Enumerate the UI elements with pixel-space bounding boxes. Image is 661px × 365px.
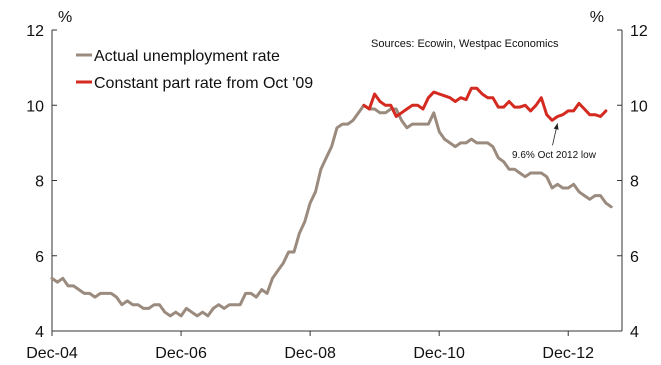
y-tick-label-left: 8: [35, 174, 44, 191]
legend-label-constant: Constant part rate from Oct '09: [94, 75, 313, 92]
legend-label-actual: Actual unemployment rate: [94, 48, 280, 65]
y-tick-label-left: 4: [35, 324, 44, 341]
y-tick-label-left: 6: [35, 249, 44, 266]
x-tick-label: Dec-10: [413, 345, 465, 362]
x-tick-label: Dec-04: [26, 345, 78, 362]
series-lines: [50, 86, 613, 318]
y-tick-label-right: 12: [630, 23, 648, 40]
x-ticks: Dec-04 Dec-06 Dec-08 Dec-10 Dec-12: [26, 331, 594, 362]
x-tick-label: Dec-12: [542, 345, 594, 362]
y-tick-label-right: 8: [630, 174, 639, 191]
source-note: Sources: Ecowin, Westpac Economics: [371, 38, 559, 50]
y-tick-label-right: 4: [630, 324, 639, 341]
y-ticks: 4 4 6 6 8 8 10 10 12 12: [26, 23, 648, 341]
annotation-text: 9.6% Oct 2012 low: [512, 150, 597, 161]
y-tick-label-right: 6: [630, 249, 639, 266]
x-tick-label: Dec-08: [284, 345, 336, 362]
annotation: 9.6% Oct 2012 low: [512, 123, 597, 161]
series-line-constant-part-rate: [362, 86, 608, 122]
series-line-actual-unemployment: [50, 103, 613, 318]
legend: Actual unemployment rate Constant part r…: [76, 48, 313, 92]
y-tick-label-left: 12: [26, 23, 44, 40]
x-tick-label: Dec-06: [155, 345, 207, 362]
y-unit-left: %: [58, 9, 72, 26]
annotation-arrowhead: [553, 123, 559, 130]
y-tick-label-left: 10: [26, 98, 44, 115]
y-unit-right: %: [590, 9, 604, 26]
y-tick-label-right: 10: [630, 98, 648, 115]
